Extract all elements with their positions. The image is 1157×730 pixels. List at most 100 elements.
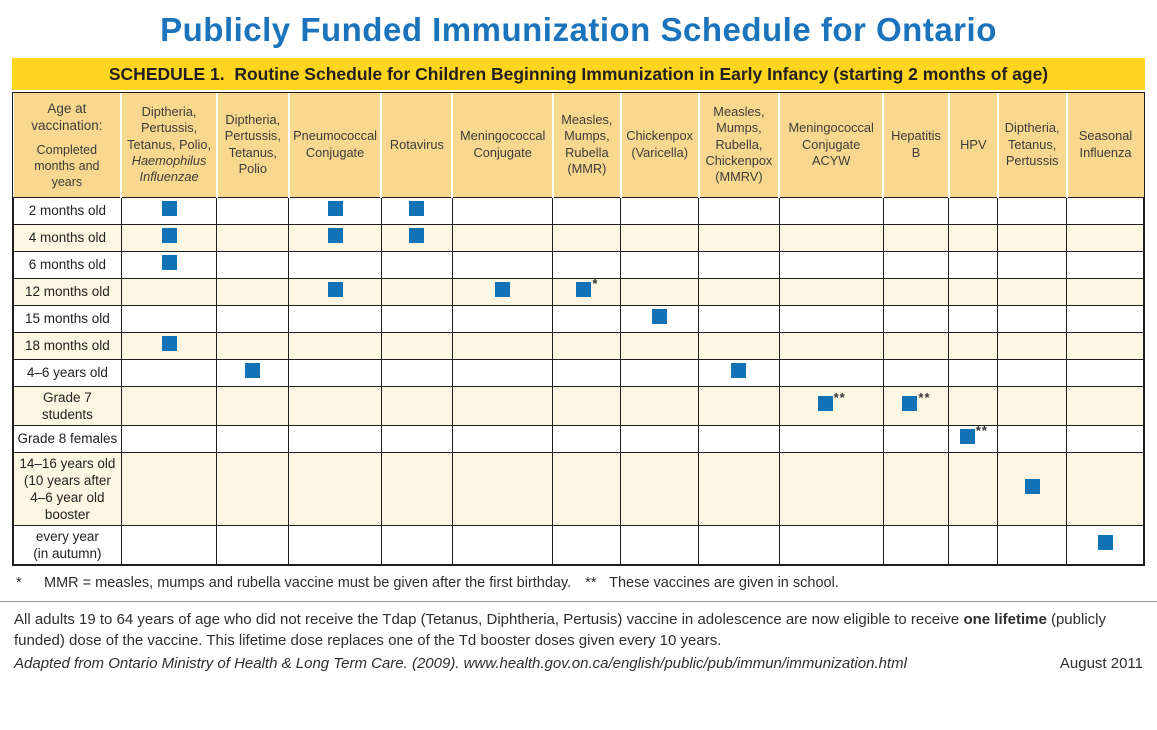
footnote-school: ** These vaccines are given in school. bbox=[585, 575, 839, 591]
table-row: 12 months old * bbox=[13, 277, 1144, 306]
schedule-cell bbox=[698, 277, 780, 306]
schedule-cell bbox=[997, 424, 1068, 453]
dose-square-icon bbox=[902, 395, 918, 411]
vaccine-column-header: Measles, Mumps, Rubella, Chickenpox (MMR… bbox=[697, 93, 780, 198]
schedule-cell bbox=[288, 277, 382, 306]
vaccine-column-header: Rotavirus bbox=[380, 93, 453, 198]
adult-note-bold: one lifetime bbox=[963, 610, 1047, 628]
schedule-cell bbox=[882, 331, 950, 360]
schedule-cell bbox=[1066, 424, 1144, 453]
schedule-cell bbox=[948, 451, 999, 526]
footnote-school-marker: ** bbox=[585, 574, 597, 591]
schedule-cell bbox=[288, 331, 382, 360]
row-label: 4 months old bbox=[13, 223, 122, 252]
footnote-mmr: * MMR = measles, mumps and rubella vacci… bbox=[16, 575, 585, 591]
schedule-cell bbox=[948, 196, 999, 225]
schedule-cell bbox=[552, 250, 622, 279]
vaccine-name: Chickenpox (Varicella) bbox=[626, 128, 694, 160]
schedule-cell bbox=[380, 304, 453, 333]
schedule-cell bbox=[120, 385, 218, 426]
dose-footnote-mark: ** bbox=[833, 389, 846, 405]
schedule-cell bbox=[778, 304, 884, 333]
page-title: Publicly Funded Immunization Schedule fo… bbox=[160, 11, 997, 48]
dose-square-icon bbox=[576, 281, 592, 297]
vaccine-column-header: Pneumococcal Conjugate bbox=[287, 93, 382, 198]
table-row: Grade 7 students ** ** bbox=[13, 385, 1144, 426]
dose-square-icon bbox=[161, 335, 177, 351]
schedule-cell bbox=[948, 250, 999, 279]
row-label: every year (in autumn) bbox=[13, 524, 122, 565]
schedule-cell bbox=[216, 196, 290, 225]
schedule-cell bbox=[288, 250, 382, 279]
dose-square-icon bbox=[409, 200, 425, 216]
vaccine-column-header: Diptheria, Pertussis, Tetanus, Polio bbox=[215, 93, 289, 198]
schedule-cell bbox=[380, 358, 453, 387]
schedule-cell bbox=[380, 250, 453, 279]
schedule-cell bbox=[552, 196, 622, 225]
schedule-cell bbox=[288, 385, 382, 426]
schedule-cell bbox=[120, 304, 218, 333]
schedule-cell: * bbox=[552, 277, 622, 306]
schedule-cell bbox=[216, 358, 290, 387]
schedule-cell bbox=[288, 358, 382, 387]
schedule-cell bbox=[882, 358, 950, 387]
schedule-cell bbox=[778, 451, 884, 526]
age-column-header: Age at vaccination: Completed months and… bbox=[13, 93, 122, 198]
dose-square-icon bbox=[161, 200, 177, 216]
row-label: 18 months old bbox=[13, 331, 122, 360]
schedule-cell bbox=[778, 424, 884, 453]
table-row: 15 months old bbox=[13, 304, 1144, 333]
schedule-cell bbox=[620, 196, 700, 225]
dose-footnote-mark: ** bbox=[975, 422, 988, 438]
schedule-cell bbox=[288, 451, 382, 526]
schedule-cell bbox=[380, 277, 453, 306]
dose-marker bbox=[161, 200, 177, 216]
source-citation: Adapted from Ontario Ministry of Health … bbox=[14, 655, 907, 673]
vaccine-name: Diptheria, Tetanus, Pertussis bbox=[1004, 120, 1060, 168]
schedule-cell bbox=[120, 424, 218, 453]
schedule-cell bbox=[552, 424, 622, 453]
schedule-cell bbox=[451, 304, 554, 333]
dose-square-icon bbox=[327, 281, 343, 297]
schedule-cell bbox=[1066, 223, 1144, 252]
schedule-cell bbox=[997, 223, 1068, 252]
vaccine-column-header: Seasonal Influenza bbox=[1065, 93, 1144, 198]
schedule-cell bbox=[120, 331, 218, 360]
schedule-banner: SCHEDULE 1. Routine Schedule for Childre… bbox=[12, 58, 1145, 90]
schedule-cell bbox=[552, 524, 622, 565]
schedule-cell bbox=[552, 385, 622, 426]
dose-square-icon bbox=[959, 428, 975, 444]
schedule-cell bbox=[997, 385, 1068, 426]
schedule-cell bbox=[997, 304, 1068, 333]
schedule-cell bbox=[698, 223, 780, 252]
dose-marker bbox=[409, 227, 425, 243]
schedule-cell bbox=[1066, 385, 1144, 426]
schedule-cell bbox=[698, 250, 780, 279]
schedule-cell bbox=[120, 358, 218, 387]
schedule-cell bbox=[288, 524, 382, 565]
dose-marker bbox=[161, 335, 177, 351]
schedule-cell bbox=[948, 304, 999, 333]
table-row: Grade 8 females ** bbox=[13, 422, 1144, 453]
vaccine-name-italic: Haemophilus Influenzae bbox=[131, 152, 207, 185]
row-label: Grade 7 students bbox=[13, 385, 122, 426]
dose-square-icon bbox=[1024, 478, 1040, 494]
schedule-cell bbox=[620, 424, 700, 453]
dose-marker bbox=[409, 200, 425, 216]
table-row: 4–6 years old bbox=[13, 358, 1144, 387]
schedule-cell bbox=[620, 358, 700, 387]
footnote-row: * MMR = measles, mumps and rubella vacci… bbox=[16, 575, 1143, 591]
schedule-cell bbox=[698, 331, 780, 360]
schedule-cell bbox=[948, 524, 999, 565]
age-header-subtitle: Completed months and years bbox=[34, 142, 100, 189]
dose-marker bbox=[652, 308, 668, 324]
schedule-cell bbox=[451, 223, 554, 252]
vaccine-name: Diptheria, Pertussis, Tetanus, Polio bbox=[224, 112, 281, 177]
schedule-cell bbox=[451, 358, 554, 387]
schedule-cell bbox=[778, 331, 884, 360]
schedule-cell bbox=[120, 524, 218, 565]
schedule-cell bbox=[120, 451, 218, 526]
schedule-cell bbox=[778, 223, 884, 252]
row-label: Grade 8 females bbox=[13, 424, 122, 453]
source-row: Adapted from Ontario Ministry of Health … bbox=[14, 655, 1143, 672]
